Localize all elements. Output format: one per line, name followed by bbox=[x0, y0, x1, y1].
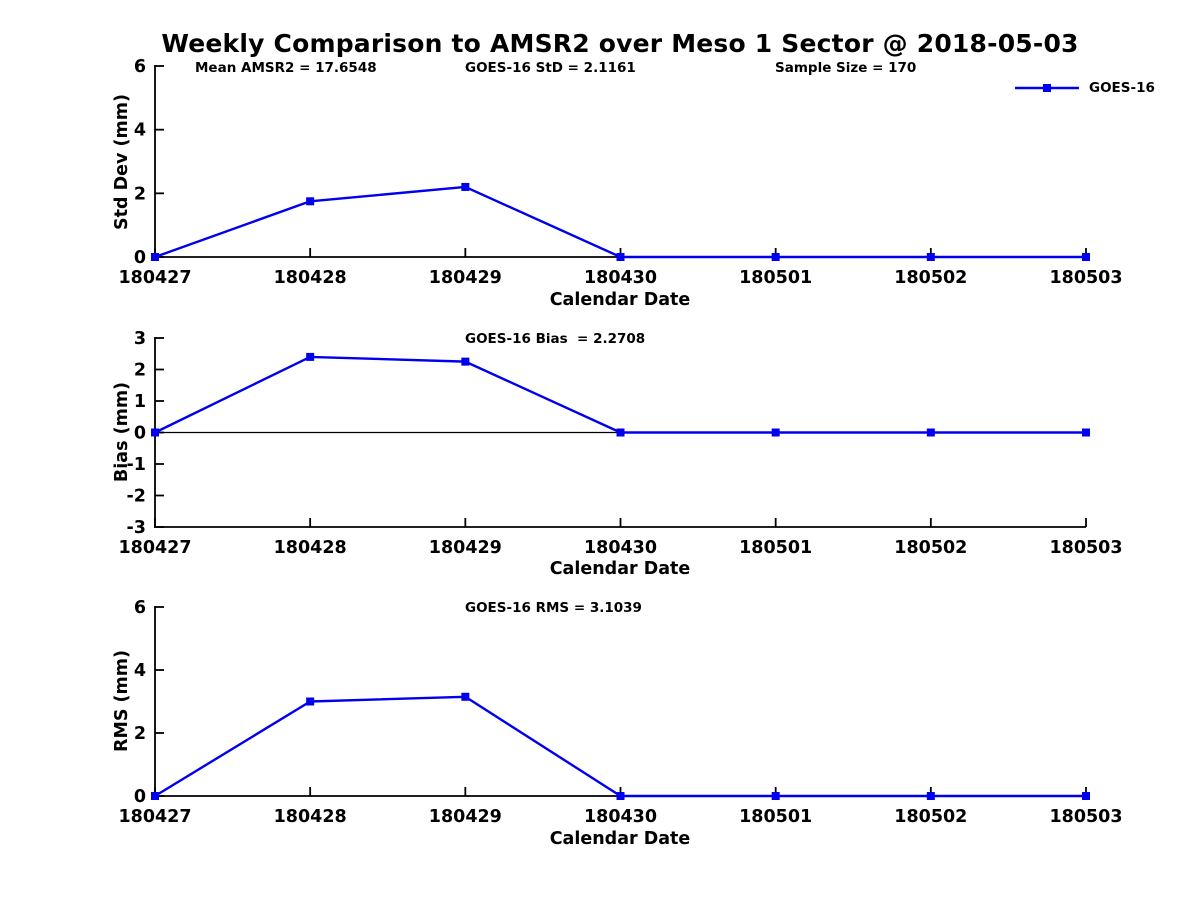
data-line-goes-16-subplot2 bbox=[153, 355, 1088, 434]
x-tick-label-subplot1: 180501 bbox=[739, 268, 812, 288]
x-tick-label-subplot3: 180430 bbox=[584, 807, 657, 827]
ylabel-bias: Bias (mm) bbox=[112, 381, 132, 483]
y-tick-label-subplot2: 3 bbox=[134, 329, 146, 349]
y-tick-label-subplot3: 6 bbox=[134, 598, 146, 618]
y-tick-label-subplot2: -1 bbox=[127, 455, 146, 475]
annotation-mean-amsr2: Mean AMSR2 = 17.6548 bbox=[195, 60, 377, 76]
data-point-marker-subplot3 bbox=[151, 792, 159, 800]
legend: GOES-16 bbox=[1013, 80, 1155, 96]
x-tick-label-subplot2: 180429 bbox=[429, 538, 502, 558]
data-point-marker-subplot2 bbox=[151, 428, 159, 437]
data-point-marker-subplot1 bbox=[151, 253, 159, 261]
y-tick-label-subplot2: -3 bbox=[127, 518, 146, 538]
y-tick-label-subplot2: -2 bbox=[127, 487, 146, 507]
y-tick-label-subplot1: 2 bbox=[134, 184, 146, 204]
data-point-marker-subplot3 bbox=[926, 792, 935, 800]
xlabel-subplot3: Calendar Date bbox=[549, 829, 691, 849]
xlabel-subplot2: Calendar Date bbox=[549, 559, 691, 579]
x-tick-label-subplot2: 180428 bbox=[274, 538, 347, 558]
y-tick-label-subplot1: 0 bbox=[134, 248, 146, 268]
data-point-marker-subplot3 bbox=[1082, 792, 1090, 800]
data-point-marker-subplot1 bbox=[461, 182, 470, 191]
y-tick-label-subplot2: 0 bbox=[134, 424, 146, 444]
y-tick-label-subplot2: 2 bbox=[134, 361, 146, 381]
x-tick-label-subplot1: 180429 bbox=[429, 268, 502, 288]
ylabel-rms: RMS (mm) bbox=[112, 649, 132, 753]
x-tick-label-subplot1: 180502 bbox=[894, 268, 967, 288]
xlabel-subplot1: Calendar Date bbox=[549, 290, 691, 310]
data-point-marker-subplot1 bbox=[926, 253, 935, 261]
x-tick-label-subplot2: 180501 bbox=[739, 538, 812, 558]
data-point-marker-subplot3 bbox=[616, 792, 625, 800]
y-tick-label-subplot3: 4 bbox=[134, 661, 146, 681]
x-tick-label-subplot3: 180429 bbox=[429, 807, 502, 827]
x-tick-label-subplot2: 180502 bbox=[894, 538, 967, 558]
data-point-marker-subplot3 bbox=[771, 792, 780, 800]
x-tick-label-subplot3: 180503 bbox=[1049, 807, 1122, 827]
data-line-goes-16-subplot3 bbox=[153, 695, 1088, 798]
data-point-marker-subplot2 bbox=[616, 428, 625, 437]
x-tick-label-subplot3: 180428 bbox=[274, 807, 347, 827]
x-tick-label-subplot1: 180430 bbox=[584, 268, 657, 288]
annotation-goes16-std: GOES-16 StD = 2.1161 bbox=[465, 60, 636, 76]
annotation-sample-size: Sample Size = 170 bbox=[775, 60, 917, 76]
data-point-marker-subplot2 bbox=[461, 357, 470, 366]
ylabel-std-dev: Std Dev (mm) bbox=[112, 94, 132, 230]
y-tick-label-subplot1: 6 bbox=[134, 57, 146, 77]
data-point-marker-subplot2 bbox=[926, 428, 935, 437]
data-point-marker-subplot1 bbox=[771, 253, 780, 261]
data-point-marker-subplot2 bbox=[1082, 428, 1090, 437]
data-point-marker-subplot2 bbox=[306, 352, 315, 361]
data-point-marker-subplot1 bbox=[306, 197, 315, 206]
x-tick-label-subplot1: 180427 bbox=[118, 268, 191, 288]
data-point-marker-subplot3 bbox=[461, 692, 470, 701]
y-tick-label-subplot2: 1 bbox=[134, 392, 146, 412]
x-tick-label-subplot1: 180503 bbox=[1049, 268, 1122, 288]
y-tick-label-subplot3: 0 bbox=[134, 787, 146, 807]
legend-square-marker-icon bbox=[1043, 84, 1051, 92]
legend-line-sample bbox=[1015, 84, 1079, 92]
data-point-marker-subplot3 bbox=[306, 697, 315, 706]
x-tick-label-subplot3: 180501 bbox=[739, 807, 812, 827]
data-line-goes-16-subplot1 bbox=[153, 185, 1088, 259]
figure-title: Weekly Comparison to AMSR2 over Meso 1 S… bbox=[161, 29, 1079, 58]
x-tick-label-subplot1: 180428 bbox=[274, 268, 347, 288]
x-tick-label-subplot2: 180430 bbox=[584, 538, 657, 558]
legend-label: GOES-16 bbox=[1089, 80, 1155, 96]
data-point-marker-subplot2 bbox=[771, 428, 780, 437]
x-tick-label-subplot2: 180427 bbox=[118, 538, 191, 558]
data-point-marker-subplot1 bbox=[616, 253, 625, 261]
annotation-goes16-rms: GOES-16 RMS = 3.1039 bbox=[465, 600, 642, 616]
x-tick-label-subplot3: 180427 bbox=[118, 807, 191, 827]
annotation-goes16-bias: GOES-16 Bias = 2.2708 bbox=[465, 331, 646, 347]
data-point-marker-subplot1 bbox=[1082, 253, 1090, 261]
x-tick-label-subplot3: 180502 bbox=[894, 807, 967, 827]
y-tick-label-subplot1: 4 bbox=[134, 121, 146, 141]
y-tick-label-subplot3: 2 bbox=[134, 724, 146, 744]
x-tick-label-subplot2: 180503 bbox=[1049, 538, 1122, 558]
